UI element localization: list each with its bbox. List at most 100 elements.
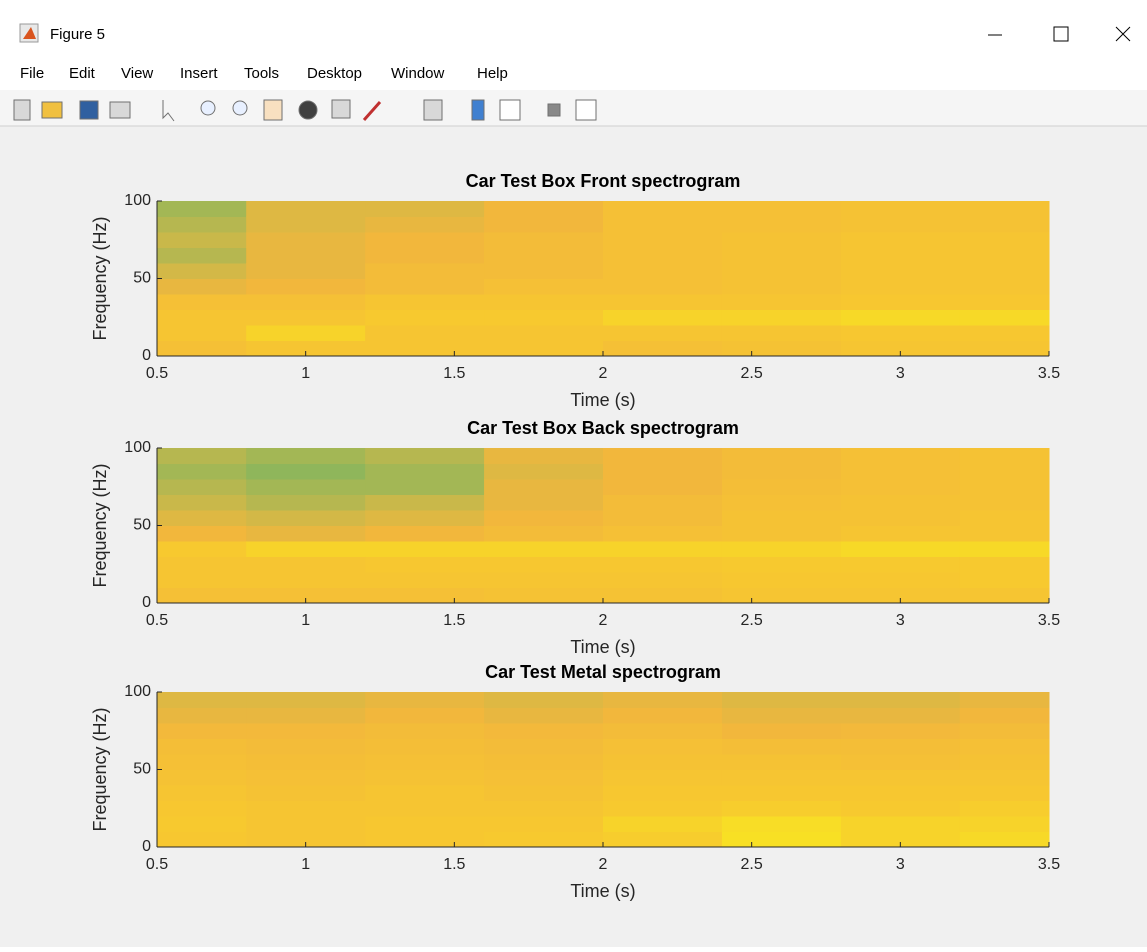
y-tick-label: 0	[142, 838, 151, 855]
spectrogram-cell	[246, 294, 365, 310]
spectrogram-cell	[841, 495, 960, 511]
spectrogram-cell	[484, 770, 603, 786]
spectrogram-cell	[960, 279, 1050, 295]
spectrogram-cell	[960, 541, 1050, 557]
spectrogram-cell	[246, 816, 365, 832]
spectrogram-cell	[960, 232, 1050, 248]
spectrogram-cell	[722, 341, 841, 357]
menu-item[interactable]: Desktop	[307, 65, 362, 82]
spectrogram-cell	[722, 801, 841, 817]
menu-item[interactable]: View	[121, 65, 153, 82]
x-tick-label: 1.5	[443, 612, 465, 629]
spectrogram-cell	[722, 479, 841, 495]
spectrogram-cell	[484, 526, 603, 542]
spectrogram-cell	[960, 479, 1050, 495]
spectrogram-cell	[960, 526, 1050, 542]
spectrogram-cell	[157, 448, 247, 464]
hide-tools-icon[interactable]	[548, 104, 560, 116]
rotate-icon[interactable]	[299, 101, 317, 119]
show-tools-icon[interactable]	[576, 100, 596, 120]
spectrogram-cell	[365, 692, 484, 708]
spectrogram-cell	[365, 294, 484, 310]
menu-item[interactable]: Window	[391, 65, 445, 82]
spectrogram-cell	[365, 785, 484, 801]
x-tick-label: 1	[301, 365, 310, 382]
zoom-in-icon[interactable]	[201, 101, 215, 115]
new-icon[interactable]	[14, 100, 30, 120]
spectrogram-cell	[484, 557, 603, 573]
spectrogram-cell	[722, 510, 841, 526]
spectrogram-cell	[484, 692, 603, 708]
spectrogram-cell	[157, 510, 247, 526]
spectrogram-cell	[960, 692, 1050, 708]
spectrogram-cell	[960, 325, 1050, 341]
spectrogram-cell	[960, 770, 1050, 786]
page: Figure 5 File Edit View Insert Tools Desktop W…	[0, 0, 1147, 947]
spectrogram-cell	[722, 217, 841, 233]
spectrogram-cell	[960, 801, 1050, 817]
menu-item[interactable]: File	[20, 65, 44, 82]
spectrogram-cell	[246, 263, 365, 279]
spectrogram-cell	[603, 341, 722, 357]
spectrogram-cell	[960, 310, 1050, 326]
spectrogram-cell	[603, 464, 722, 480]
spectrogram-cell	[157, 754, 247, 770]
y-axis-label: Frequency (Hz)	[90, 707, 110, 831]
legend-icon[interactable]	[500, 100, 520, 120]
window-title: Figure 5	[50, 26, 105, 43]
spectrogram-cell	[157, 464, 247, 480]
spectrogram-cell	[722, 325, 841, 341]
spectrogram-cell	[157, 692, 247, 708]
link-icon[interactable]	[424, 100, 442, 120]
spectrogram-cell	[246, 785, 365, 801]
spectrogram-cell	[960, 495, 1050, 511]
spectrogram-cell	[365, 201, 484, 217]
spectrogram-cell	[722, 464, 841, 480]
spectrogram-cell	[365, 541, 484, 557]
spectrogram-cell	[722, 263, 841, 279]
spectrogram-cell	[603, 526, 722, 542]
spectrogram-cell	[841, 770, 960, 786]
spectrogram-cell	[722, 541, 841, 557]
spectrogram-cell	[841, 692, 960, 708]
spectrogram-cell	[246, 479, 365, 495]
spectrogram-cell	[365, 217, 484, 233]
spectrogram-cell	[960, 588, 1050, 604]
spectrogram-cell	[603, 232, 722, 248]
zoom-out-icon[interactable]	[233, 101, 247, 115]
spectrogram-cell	[603, 248, 722, 264]
menu-item[interactable]: Help	[477, 65, 508, 82]
y-tick-label: 50	[133, 270, 151, 287]
spectrogram-cell	[722, 572, 841, 588]
spectrogram-cell	[722, 495, 841, 511]
spectrogram-cell	[484, 801, 603, 817]
spectrogram-cell	[157, 832, 247, 848]
spectrogram-cell	[246, 325, 365, 341]
menu-item[interactable]: Tools	[244, 65, 279, 82]
menu-item[interactable]: Edit	[69, 65, 96, 82]
colorbar-icon[interactable]	[472, 100, 484, 120]
spectrogram-cell	[960, 464, 1050, 480]
menu-item[interactable]: Insert	[180, 65, 218, 82]
spectrogram-cell	[841, 279, 960, 295]
spectrogram-cell	[960, 263, 1050, 279]
print-icon[interactable]	[110, 102, 130, 118]
datatip-icon[interactable]	[332, 100, 350, 118]
spectrogram-cell	[722, 739, 841, 755]
save-icon[interactable]	[80, 101, 98, 119]
spectrogram-cell	[841, 723, 960, 739]
x-tick-label: 3.5	[1038, 365, 1060, 382]
spectrogram-cell	[603, 294, 722, 310]
x-axis-label: Time (s)	[570, 881, 635, 901]
spectrogram-cell	[365, 770, 484, 786]
spectrogram-cell	[722, 785, 841, 801]
open-icon[interactable]	[42, 102, 62, 118]
spectrogram-cell	[157, 495, 247, 511]
spectrogram-cell	[365, 279, 484, 295]
spectrogram-cell	[365, 325, 484, 341]
spectrogram-cell	[365, 479, 484, 495]
spectrogram-cell	[841, 785, 960, 801]
pan-icon[interactable]	[264, 100, 282, 120]
chart-title: Car Test Box Back spectrogram	[467, 418, 739, 438]
spectrogram-cell	[157, 526, 247, 542]
